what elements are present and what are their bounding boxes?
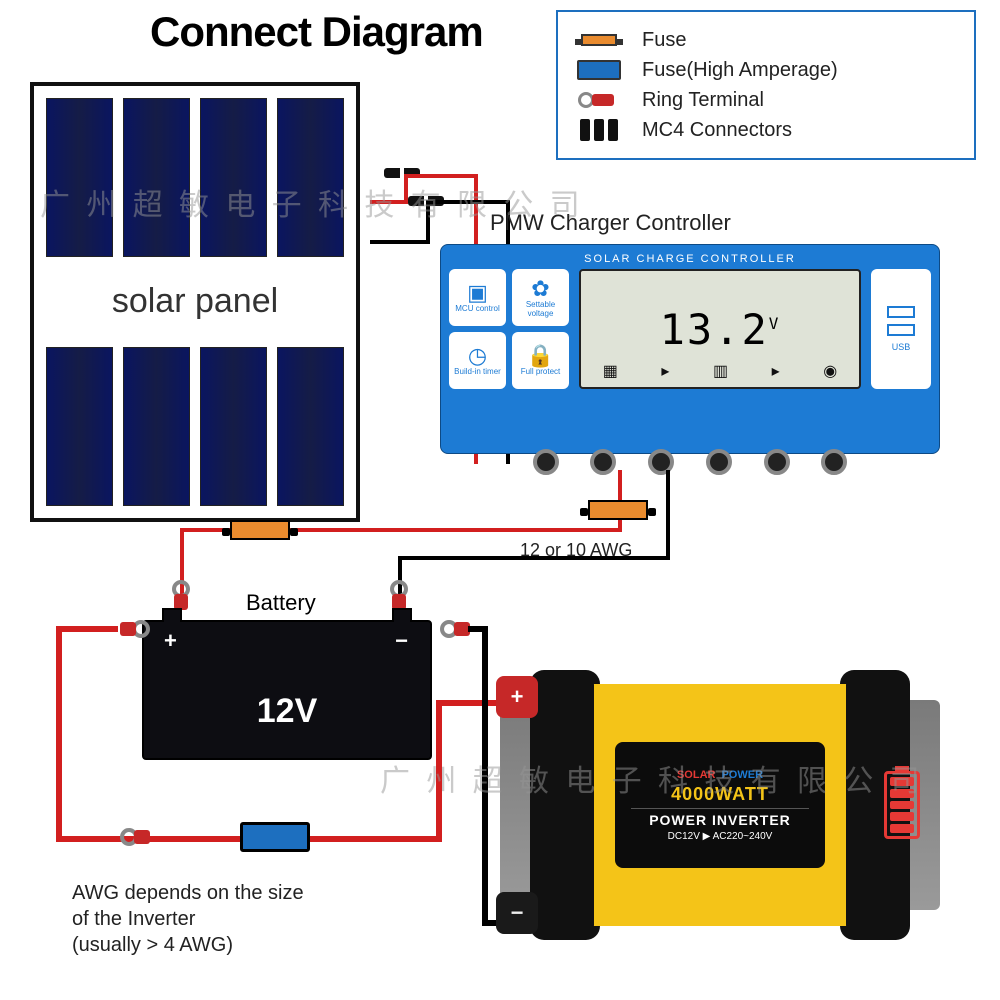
watermark-text: 广 州 超 敏 电 子 科 技 有 限 公 司	[380, 756, 924, 800]
legend-fuse: Fuse	[570, 28, 962, 52]
legend-box: Fuse Fuse(High Amperage) Ring Terminal M…	[556, 10, 976, 160]
solar-cell	[123, 98, 190, 257]
fuse-high-inline	[240, 822, 310, 852]
legend-fuse-high: Fuse(High Amperage)	[570, 58, 962, 82]
legend-fuse-label: Fuse	[642, 29, 686, 52]
inverter-post-positive: +	[496, 676, 538, 718]
wire-ctrl-batt-neg1	[666, 470, 670, 560]
gear-icon: ✿	[531, 278, 549, 300]
lcd-unit: V	[769, 314, 781, 333]
fuse-high-icon	[577, 60, 621, 80]
controller-btn-voltage: ✿Settable voltage	[512, 269, 569, 326]
battery-minus: −	[395, 628, 408, 654]
btn-label: Build-in timer	[454, 367, 501, 376]
inverter-label: POWER INVERTER	[649, 812, 791, 828]
clock-icon: ◷	[468, 345, 487, 367]
inverter-body: SOLAR POWER 4000WATT POWER INVERTER DC12…	[590, 684, 850, 926]
terminal	[590, 449, 616, 475]
wire-solar-neg-1	[370, 240, 430, 244]
awg-label-horizontal: 12 or 10 AWG	[520, 540, 632, 561]
battery-plus: +	[164, 628, 177, 654]
mcu-icon: ▣	[467, 282, 488, 304]
ring-terminal	[120, 828, 150, 846]
legend-fuse-high-label: Fuse(High Amperage)	[642, 59, 838, 82]
wire-batt-inv-pos4	[310, 836, 436, 842]
legend-mc4-label: MC4 Connectors	[642, 119, 792, 142]
lock-icon: 🔒	[527, 345, 554, 367]
fuse-inline	[230, 520, 290, 540]
lcd-status-icons: ▦▸▥▸◉	[581, 361, 859, 381]
battery-post-negative	[392, 608, 412, 622]
controller-usb: USB	[871, 269, 931, 389]
controller-btn-timer: ◷Build-in timer	[449, 332, 506, 389]
usb-port-icon	[887, 324, 915, 336]
terminal	[533, 449, 559, 475]
battery-title: Battery	[246, 590, 316, 616]
usb-label: USB	[892, 342, 911, 352]
controller-terminals	[441, 435, 939, 475]
inverter-post-negative: −	[496, 892, 538, 934]
solar-cell	[200, 347, 267, 506]
controller-header: SOLAR CHARGE CONTROLLER	[449, 253, 931, 265]
note-line2: of the Inverter	[72, 906, 304, 932]
controller-btn-protect: 🔒Full protect	[512, 332, 569, 389]
controller-btn-mcu: ▣MCU control	[449, 269, 506, 326]
awg-note: AWG depends on the size of the Inverter …	[72, 880, 304, 958]
terminal	[648, 449, 674, 475]
controller-buttons: ▣MCU control ✿Settable voltage ◷Build-in…	[449, 269, 569, 389]
solar-cell	[277, 98, 344, 257]
note-line1: AWG depends on the size	[72, 880, 304, 906]
legend-ring: Ring Terminal	[570, 88, 962, 112]
solar-panel: solar panel	[30, 82, 360, 522]
solar-cell	[277, 347, 344, 506]
battery: + − 12V	[142, 620, 432, 760]
solar-cell	[123, 347, 190, 506]
terminal	[764, 449, 790, 475]
charge-controller: SOLAR CHARGE CONTROLLER ▣MCU control ✿Se…	[440, 244, 940, 454]
watermark-text: 广 州 超 敏 电 子 科 技 有 限 公 司	[40, 180, 584, 224]
battery-post-positive	[162, 608, 182, 622]
terminal	[706, 449, 732, 475]
legend-ring-label: Ring Terminal	[642, 89, 764, 112]
btn-label: Full protect	[521, 367, 561, 376]
wire-batt-inv-pos2	[56, 626, 62, 836]
solar-cell	[200, 98, 267, 257]
solar-row-bottom	[46, 347, 344, 506]
note-line3: (usually > 4 AWG)	[72, 932, 304, 958]
fuse-icon	[581, 34, 617, 46]
ring-terminal	[440, 620, 470, 638]
wire-batt-inv-pos1	[62, 626, 118, 632]
wire-solar-pos-3	[404, 174, 478, 178]
legend-mc4: MC4 Connectors	[570, 118, 962, 142]
solar-row-top	[46, 98, 344, 257]
ring-terminal	[172, 580, 190, 610]
controller-lcd: 13.2V ▦▸▥▸◉	[579, 269, 861, 389]
battery-voltage: 12V	[144, 692, 430, 731]
solar-cell	[46, 347, 113, 506]
ring-terminal	[120, 620, 150, 638]
fuse-inline	[588, 500, 648, 520]
btn-label: MCU control	[455, 304, 499, 313]
power-inverter: SOLAR POWER 4000WATT POWER INVERTER DC12…	[500, 670, 940, 940]
mc4-icon	[580, 119, 618, 141]
solar-label: solar panel	[46, 257, 344, 346]
terminal	[821, 449, 847, 475]
solar-cell	[46, 98, 113, 257]
btn-label: Settable voltage	[514, 300, 567, 318]
lcd-value: 13.2	[660, 305, 769, 354]
page-title: Connect Diagram	[150, 8, 483, 56]
usb-port-icon	[887, 306, 915, 318]
wire-batt-inv-pos6	[436, 700, 500, 706]
ring-terminal	[390, 580, 408, 610]
inverter-spec: DC12V ▶ AC220~240V	[668, 831, 773, 842]
ring-terminal-icon	[578, 92, 620, 108]
